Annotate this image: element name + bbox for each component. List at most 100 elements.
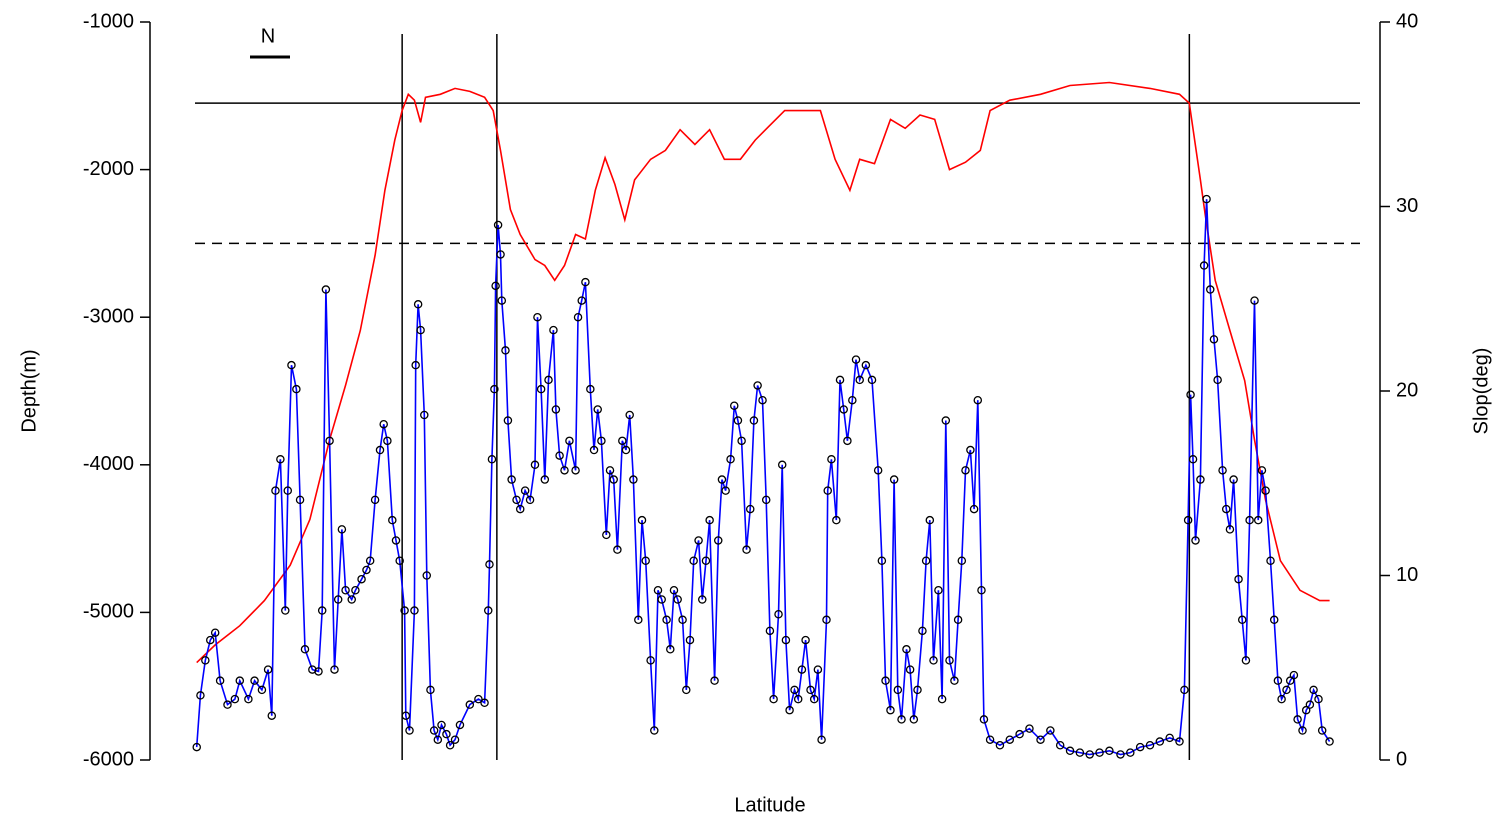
- data-point: [321, 285, 331, 294]
- y2-tick-label: 20: [1396, 379, 1418, 401]
- data-point: [503, 416, 513, 425]
- y-tick-label: -6000: [83, 748, 134, 770]
- data-point: [682, 685, 691, 695]
- data-point: [855, 375, 864, 385]
- y-tick-label: -1000: [83, 10, 134, 32]
- data-point: [742, 545, 751, 554]
- data-point: [593, 405, 602, 414]
- data-point: [485, 560, 494, 569]
- data-point: [669, 586, 679, 595]
- data-point: [1165, 733, 1174, 743]
- data-point: [902, 645, 911, 654]
- data-point: [753, 381, 762, 390]
- data-point: [629, 475, 638, 484]
- data-point: [1206, 285, 1215, 294]
- data-point: [977, 586, 986, 595]
- data-point: [957, 556, 967, 565]
- y2-tick-label: 10: [1396, 564, 1418, 586]
- series-line: [195, 199, 1331, 756]
- data-point: [835, 375, 845, 385]
- data-point: [918, 626, 927, 636]
- data-point: [549, 325, 558, 335]
- data-point: [192, 742, 201, 752]
- data-point: [491, 281, 500, 291]
- data-point: [1105, 746, 1114, 756]
- data-point: [357, 574, 366, 584]
- data-point: [774, 609, 783, 619]
- data-point: [737, 436, 746, 446]
- data-point: [641, 556, 650, 565]
- data-point: [512, 495, 521, 505]
- data-point: [1209, 335, 1219, 344]
- data-point: [925, 515, 935, 525]
- data-point: [995, 740, 1005, 750]
- data-point: [701, 556, 711, 565]
- data-point: [666, 645, 675, 654]
- data-point: [602, 530, 611, 540]
- data-point: [1145, 740, 1155, 750]
- data-point: [271, 486, 280, 495]
- data-point: [341, 586, 350, 595]
- data-point: [1325, 737, 1334, 746]
- data-point: [609, 475, 618, 484]
- data-point: [790, 685, 799, 695]
- data-point: [848, 395, 857, 405]
- data-point: [445, 740, 455, 750]
- data-point: [325, 436, 334, 446]
- data-point: [1225, 525, 1235, 534]
- data-point: [745, 504, 755, 514]
- y2-axis-label: Slop(deg): [1470, 348, 1492, 435]
- data-point: [287, 360, 296, 370]
- data-point: [401, 711, 411, 720]
- data-point: [650, 726, 659, 735]
- data-point: [730, 401, 739, 411]
- data-point: [490, 384, 499, 394]
- data-point: [405, 726, 414, 735]
- data-point: [861, 360, 871, 370]
- data-point: [1046, 726, 1055, 735]
- data-point: [941, 416, 951, 425]
- data-point: [1282, 685, 1291, 695]
- data-point: [1237, 615, 1247, 625]
- data-point: [525, 495, 535, 505]
- data-point: [881, 676, 890, 685]
- data-point: [817, 735, 826, 744]
- data-point: [1191, 536, 1200, 545]
- data-point: [625, 410, 634, 420]
- data-point: [1202, 194, 1211, 204]
- data-point: [493, 220, 503, 230]
- data-point: [426, 685, 435, 695]
- data-point: [589, 445, 599, 455]
- data-point: [520, 486, 530, 495]
- data-point: [785, 705, 794, 715]
- data-point: [605, 466, 615, 475]
- data-point: [1241, 656, 1251, 665]
- data-point: [555, 451, 564, 460]
- data-point: [934, 586, 943, 595]
- data-point: [244, 694, 253, 704]
- data-point: [300, 645, 310, 654]
- data-point: [1180, 685, 1189, 695]
- data-point: [886, 705, 895, 715]
- data-point: [961, 466, 970, 475]
- data-point: [388, 515, 397, 525]
- data-point: [317, 606, 327, 615]
- data-point: [873, 466, 883, 475]
- data-point: [1188, 455, 1198, 464]
- data-point: [1222, 504, 1231, 514]
- data-point: [455, 720, 465, 730]
- data-point: [769, 694, 778, 704]
- series-line: [196, 81, 1330, 664]
- data-point: [1289, 670, 1299, 680]
- data-point: [597, 436, 606, 446]
- data-point: [420, 410, 429, 420]
- data-point: [721, 486, 730, 495]
- data-point: [544, 375, 553, 385]
- data-point: [733, 416, 743, 425]
- data-point: [717, 475, 727, 484]
- data-point: [678, 615, 687, 625]
- data-point: [496, 250, 505, 259]
- data-point: [1277, 694, 1286, 704]
- data-point: [1183, 515, 1193, 525]
